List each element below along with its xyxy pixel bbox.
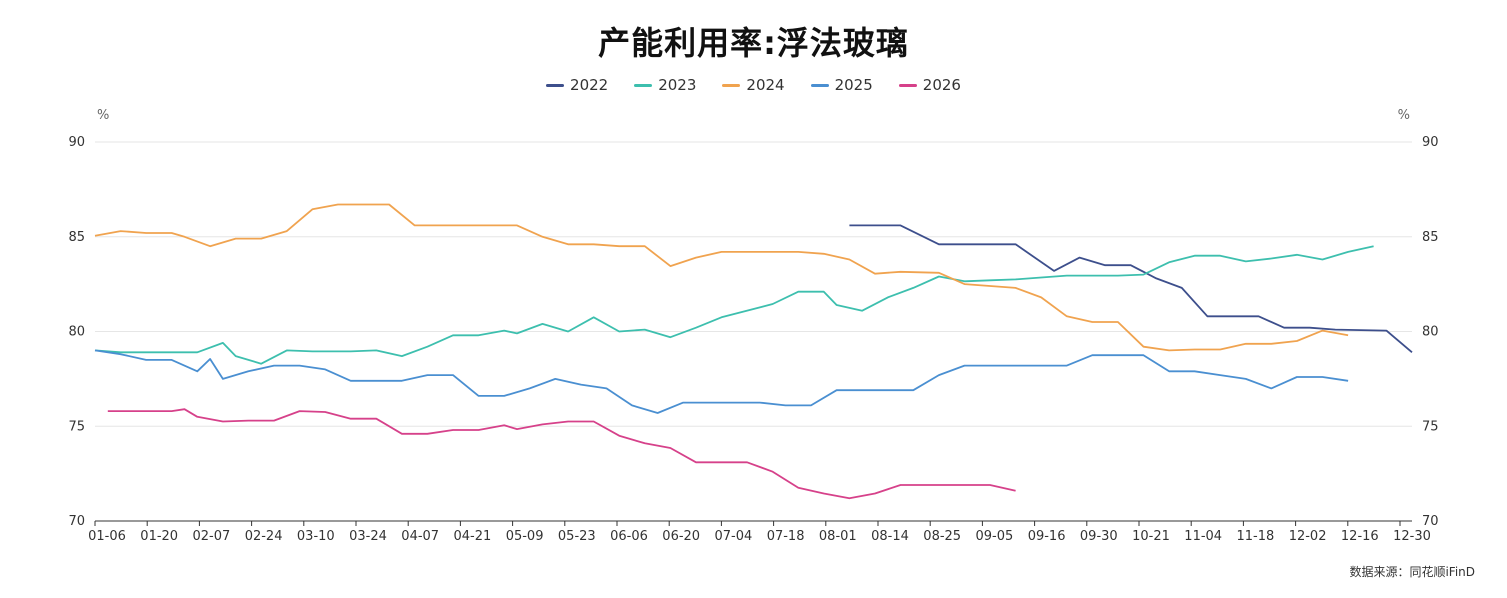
x-tick-label: 09-30 <box>1080 529 1118 544</box>
x-tick-label: 09-16 <box>1028 529 1066 544</box>
legend-label: 2025 <box>834 76 873 94</box>
x-tick-label: 06-06 <box>610 529 648 544</box>
x-tick-label: 07-18 <box>767 529 805 544</box>
x-tick-label: 01-06 <box>88 529 126 544</box>
x-tick-label: 08-14 <box>871 529 909 544</box>
series-line-2023 <box>94 245 1374 365</box>
y-tick-label-left: 70 <box>68 514 85 529</box>
legend-swatch <box>810 83 829 87</box>
y-unit-left: % <box>97 108 109 123</box>
chart-title: 产能利用率:浮法玻璃 <box>598 24 909 62</box>
y-tick-label-right: 80 <box>1422 325 1439 340</box>
x-tick-label: 03-24 <box>349 529 387 544</box>
legend-swatch <box>898 83 917 87</box>
x-tick-label: 07-04 <box>715 529 753 544</box>
series-line-2025 <box>94 349 1349 414</box>
x-tick-label: 08-01 <box>819 529 857 544</box>
x-tick-label: 08-25 <box>923 529 961 544</box>
legend: 2022 2023 2024 2025 2026 <box>0 76 1507 94</box>
y-unit-right: % <box>1398 108 1410 123</box>
x-tick-label: 03-10 <box>297 529 335 544</box>
legend-label: 2023 <box>658 76 697 94</box>
y-tick-label-right: 75 <box>1422 419 1439 434</box>
legend-label: 2022 <box>570 76 609 94</box>
y-tick-label-right: 70 <box>1422 514 1439 529</box>
x-tick-label: 02-24 <box>245 529 283 544</box>
x-tick-label: 12-30 <box>1393 529 1431 544</box>
legend-label: 2026 <box>922 76 961 94</box>
x-tick-label: 10-21 <box>1132 529 1170 544</box>
legend-swatch <box>634 83 653 87</box>
x-tick-label: 12-16 <box>1341 529 1379 544</box>
x-tick-label: 05-23 <box>558 529 596 544</box>
x-tick-label: 12-02 <box>1289 529 1327 544</box>
legend-item-2023[interactable]: 2023 <box>634 76 696 94</box>
x-tick-label: 04-21 <box>454 529 492 544</box>
x-tick-label: 04-07 <box>401 529 439 544</box>
y-tick-label-left: 85 <box>68 230 85 245</box>
series-line-2024 <box>94 203 1349 352</box>
y-tick-label-left: 80 <box>68 325 85 340</box>
x-tick-label: 09-05 <box>976 529 1014 544</box>
legend-item-2025[interactable]: 2025 <box>810 76 873 94</box>
y-tick-label-left: 75 <box>68 419 85 434</box>
x-tick-label: 05-09 <box>506 529 544 544</box>
data-source-note: 数据来源：同花顺iFinD <box>1349 565 1475 579</box>
legend-item-2024[interactable]: 2024 <box>722 76 785 94</box>
legend-item-2026[interactable]: 2026 <box>898 76 961 94</box>
legend-swatch <box>546 83 565 87</box>
x-tick-label: 06-20 <box>662 529 700 544</box>
x-tick-label: 11-04 <box>1184 529 1222 544</box>
x-tick-label: 11-18 <box>1237 529 1275 544</box>
legend-label: 2024 <box>746 76 785 94</box>
legend-item-2022[interactable]: 2022 <box>546 76 608 94</box>
y-tick-label-left: 90 <box>68 135 85 150</box>
x-tick-label: 02-07 <box>193 529 231 544</box>
series-line-2026 <box>107 408 1016 500</box>
legend-swatch <box>722 83 741 87</box>
series-line-2022 <box>849 224 1413 353</box>
x-tick-label: 01-20 <box>140 529 178 544</box>
y-tick-label-right: 85 <box>1422 230 1439 245</box>
y-tick-label-right: 90 <box>1422 135 1439 150</box>
